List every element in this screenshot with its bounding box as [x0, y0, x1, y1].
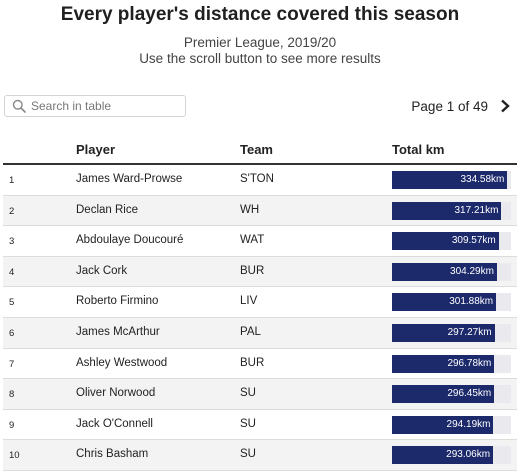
table-row: 5 Roberto Firmino LIV 301.88km	[3, 287, 517, 318]
km-bar: 334.58km	[392, 171, 508, 189]
column-header-total-km[interactable]: Total km	[392, 142, 445, 157]
km-bar-track: 296.78km	[392, 354, 511, 373]
table-row: 2 Declan Rice WH 317.21km	[3, 195, 517, 227]
table-row: 10 Chris Basham SU 293.06km	[3, 440, 517, 471]
km-bar-track: 304.29km	[392, 262, 511, 281]
search-input[interactable]	[31, 99, 181, 113]
distance-table: Player Team Total km 1 James Ward-Prowse S…	[3, 136, 517, 471]
team-cell: BUR	[240, 264, 265, 277]
player-cell: Ashley Westwood	[76, 356, 168, 369]
rank-cell: 4	[9, 266, 15, 278]
rank-cell: 7	[9, 358, 15, 370]
column-header-player[interactable]: Player	[76, 142, 116, 157]
player-cell: Abdoulaye Doucouré	[76, 234, 184, 247]
km-value: 334.58km	[460, 174, 505, 185]
rank-cell: 8	[9, 389, 15, 401]
team-cell: SU	[240, 387, 256, 400]
km-bar: 296.45km	[392, 385, 495, 404]
team-cell: LIV	[240, 295, 258, 308]
player-cell: Declan Rice	[76, 203, 138, 216]
player-cell: Jack Cork	[76, 264, 128, 277]
km-bar-track: 296.45km	[392, 385, 511, 404]
km-bar-track: 301.88km	[392, 293, 511, 312]
player-cell: Roberto Firmino	[76, 295, 159, 308]
km-bar-track: 293.06km	[392, 446, 511, 465]
km-bar: 297.27km	[392, 323, 495, 342]
rank-cell: 5	[9, 297, 15, 309]
km-bar-track: 317.21km	[392, 201, 511, 220]
km-bar-track: 309.57km	[392, 232, 511, 251]
table-row: 9 Jack O'Connell SU 294.19km	[3, 410, 517, 441]
km-value: 317.21km	[454, 204, 499, 216]
search-box[interactable]	[4, 95, 186, 117]
km-bar: 296.78km	[392, 354, 495, 373]
km-value: 293.06km	[446, 449, 491, 461]
player-cell: James McArthur	[76, 325, 160, 338]
player-cell: Chris Basham	[76, 448, 149, 461]
rank-cell: 10	[9, 450, 20, 462]
page-indicator: Page 1 of 49	[411, 98, 488, 114]
table-row: 4 Jack Cork BUR 304.29km	[3, 256, 517, 288]
rank-cell: 6	[9, 327, 15, 339]
player-cell: Jack O'Connell	[76, 417, 153, 430]
next-page-button[interactable]	[498, 96, 512, 116]
column-header-team[interactable]: Team	[240, 142, 273, 157]
team-cell: WH	[240, 203, 260, 216]
km-bar: 301.88km	[392, 293, 497, 312]
subtitle-league: Premier League, 2019/20	[183, 35, 337, 50]
km-value: 296.78km	[447, 357, 492, 369]
table-row: 1 James Ward-Prowse S'TON 334.58km	[3, 165, 517, 196]
km-value: 297.27km	[447, 326, 492, 338]
team-cell: PAL	[240, 325, 261, 338]
team-cell: S'TON	[240, 173, 274, 185]
km-bar-track: 334.58km	[392, 171, 511, 189]
table-row: 7 Ashley Westwood BUR 296.78km	[3, 349, 517, 380]
km-value: 296.45km	[447, 388, 492, 400]
km-bar-track: 297.27km	[392, 323, 511, 342]
chevron-right-icon	[501, 99, 510, 113]
km-bar-track: 294.19km	[392, 415, 511, 434]
km-value: 301.88km	[449, 296, 494, 308]
km-bar: 293.06km	[392, 446, 494, 465]
km-value: 304.29km	[450, 265, 494, 277]
rank-cell: 2	[9, 205, 15, 217]
table-row: 3 Abdoulaye Doucouré WAT 309.57km	[3, 226, 517, 257]
km-value: 309.57km	[451, 235, 496, 247]
subtitle-instructions: Use the scroll button to see more result…	[139, 51, 381, 66]
km-bar: 294.19km	[392, 415, 494, 434]
player-cell: James Ward-Prowse	[76, 173, 183, 185]
team-cell: BUR	[240, 356, 265, 369]
rank-cell: 9	[9, 419, 15, 431]
team-cell: WAT	[240, 234, 265, 247]
page-title: Every player's distance covered this sea…	[60, 4, 460, 25]
table-header: Player Team Total km	[3, 136, 517, 165]
team-cell: SU	[240, 448, 256, 461]
pagination: Page 1 of 49	[411, 95, 512, 117]
km-bar: 317.21km	[392, 201, 502, 220]
rank-cell: 1	[9, 175, 15, 186]
table-row: 6 James McArthur PAL 297.27km	[3, 317, 517, 349]
table-row: 8 Oliver Norwood SU 296.45km	[3, 379, 517, 410]
rank-cell: 3	[9, 236, 15, 248]
player-cell: Oliver Norwood	[76, 387, 156, 400]
table-body: 1 James Ward-Prowse S'TON 334.58km 2 Declan R…	[3, 165, 517, 471]
team-cell: SU	[240, 417, 256, 430]
km-bar: 304.29km	[392, 262, 497, 281]
search-icon	[9, 96, 29, 116]
km-bar: 309.57km	[392, 232, 499, 251]
km-value: 294.19km	[446, 418, 491, 430]
